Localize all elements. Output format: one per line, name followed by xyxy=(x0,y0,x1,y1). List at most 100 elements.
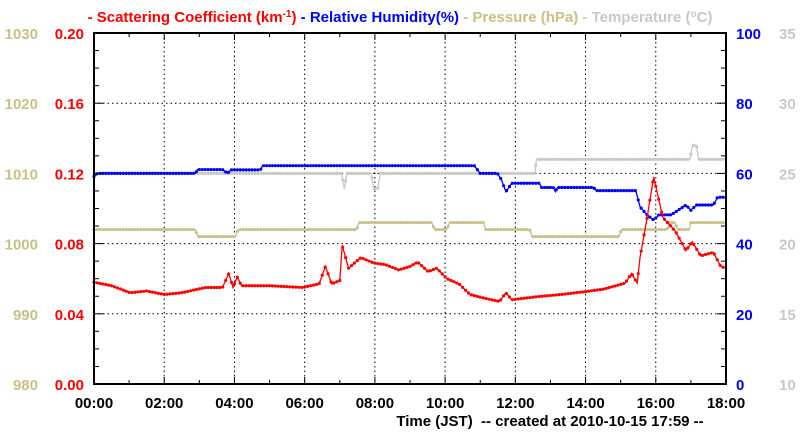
pressure-point xyxy=(133,227,137,232)
legend-item-1: - Relative Humidity(%) xyxy=(297,9,460,26)
temperature-point xyxy=(551,157,555,161)
pressure-point xyxy=(183,227,187,232)
pressure-point xyxy=(686,227,690,232)
scattering-coefficient-point xyxy=(449,278,453,283)
relative-humidity-point xyxy=(118,171,122,175)
temperature-point xyxy=(466,171,471,175)
relative-humidity-point xyxy=(443,164,447,168)
temperature-point xyxy=(499,171,503,175)
pressure-point xyxy=(662,227,667,232)
pressure-point xyxy=(478,220,482,225)
scattering-coefficient-point xyxy=(297,285,301,289)
relative-humidity-point xyxy=(578,185,582,190)
relative-humidity-point xyxy=(262,164,266,168)
pressure-point xyxy=(680,227,684,232)
relative-humidity-point xyxy=(466,164,471,168)
temperature-point xyxy=(674,157,678,161)
scattering-coefficient-point xyxy=(458,282,462,287)
scattering-coefficient-point xyxy=(601,287,605,291)
pressure-point xyxy=(551,234,555,239)
pressure-point xyxy=(142,227,146,232)
pressure-point xyxy=(560,234,564,239)
temperature-point xyxy=(680,157,684,161)
relative-humidity-point xyxy=(186,171,190,175)
pressure-point xyxy=(262,227,266,232)
relative-humidity-point xyxy=(425,164,430,168)
pressure-point xyxy=(344,227,348,232)
pressure-point xyxy=(405,220,409,225)
temperature-point xyxy=(270,171,275,175)
relative-humidity-point xyxy=(633,188,637,193)
series-layer xyxy=(92,143,727,303)
temperature-point xyxy=(519,171,523,175)
temperature-point xyxy=(329,171,333,175)
scattering-coefficient-point xyxy=(542,294,547,298)
pressure-point xyxy=(484,227,488,232)
scattering-coefficient-point xyxy=(156,291,160,295)
relative-humidity-point xyxy=(575,185,579,190)
relative-humidity-point xyxy=(510,181,515,185)
scattering-coefficient-point xyxy=(715,258,719,262)
scattering-coefficient-point xyxy=(630,273,634,277)
pressure-point xyxy=(589,234,594,239)
temperature-point xyxy=(572,157,576,161)
scattering-coefficient-point xyxy=(504,291,509,296)
scattering-coefficient-point xyxy=(107,283,111,287)
pressure-point xyxy=(695,220,699,225)
pressure-point xyxy=(364,220,368,225)
scattering-coefficient-point xyxy=(689,242,693,246)
temperature-point xyxy=(379,171,383,175)
temperature-point xyxy=(326,171,330,175)
relative-humidity-point xyxy=(668,213,673,217)
temperature-point xyxy=(531,171,535,175)
temperature-point xyxy=(630,157,634,161)
pressure-point xyxy=(504,227,509,232)
scattering-coefficient-point xyxy=(291,285,295,289)
pressure-point xyxy=(601,234,605,239)
temperature-point xyxy=(592,157,596,161)
relative-humidity-point xyxy=(206,167,210,172)
pressure-point xyxy=(598,234,602,239)
temperature-point xyxy=(291,171,295,175)
temperature-point xyxy=(566,157,570,161)
temperature-point xyxy=(461,171,465,175)
scattering-coefficient-point xyxy=(232,282,237,286)
relative-humidity-point xyxy=(209,167,213,172)
relative-humidity-point xyxy=(247,168,251,172)
relative-humidity-point xyxy=(320,164,324,168)
pressure-point xyxy=(358,220,362,225)
relative-humidity-point xyxy=(639,206,643,210)
scattering-coefficient-point xyxy=(528,295,532,300)
temperature-point xyxy=(589,157,594,161)
pressure-point xyxy=(121,227,125,232)
scattering-coefficient-point xyxy=(703,252,708,257)
relative-humidity-point xyxy=(414,164,418,168)
scattering-coefficient-point xyxy=(376,261,380,266)
pressure-point xyxy=(238,227,242,232)
scattering-coefficient-point xyxy=(338,278,342,283)
scattering-coefficient-point xyxy=(545,294,550,298)
pressure-axis-tick-label: 990 xyxy=(13,307,38,324)
relative-humidity-point xyxy=(461,164,465,168)
temperature-point xyxy=(671,157,675,161)
relative-humidity-point xyxy=(531,181,535,185)
pressure-point xyxy=(455,220,459,225)
pressure-point xyxy=(224,234,228,239)
scattering-coefficient-point xyxy=(387,264,392,268)
relative-humidity-point xyxy=(244,168,248,172)
relative-humidity-point xyxy=(630,188,634,193)
scattering-coefficient-point xyxy=(578,290,582,294)
relative-humidity-point xyxy=(109,171,114,175)
relative-humidity-point xyxy=(449,164,453,168)
pressure-point xyxy=(115,227,120,232)
pressure-point xyxy=(253,227,257,232)
relative-humidity-point xyxy=(95,172,99,176)
relative-humidity-point xyxy=(226,170,231,174)
pressure-point xyxy=(712,220,716,225)
pressure-point xyxy=(569,234,573,239)
relative-humidity-point xyxy=(224,170,228,174)
relative-humidity-point xyxy=(534,181,538,185)
relative-humidity-point xyxy=(478,171,482,175)
temperature-axis-tick-label: 25 xyxy=(779,166,796,183)
pressure-point xyxy=(221,234,225,239)
